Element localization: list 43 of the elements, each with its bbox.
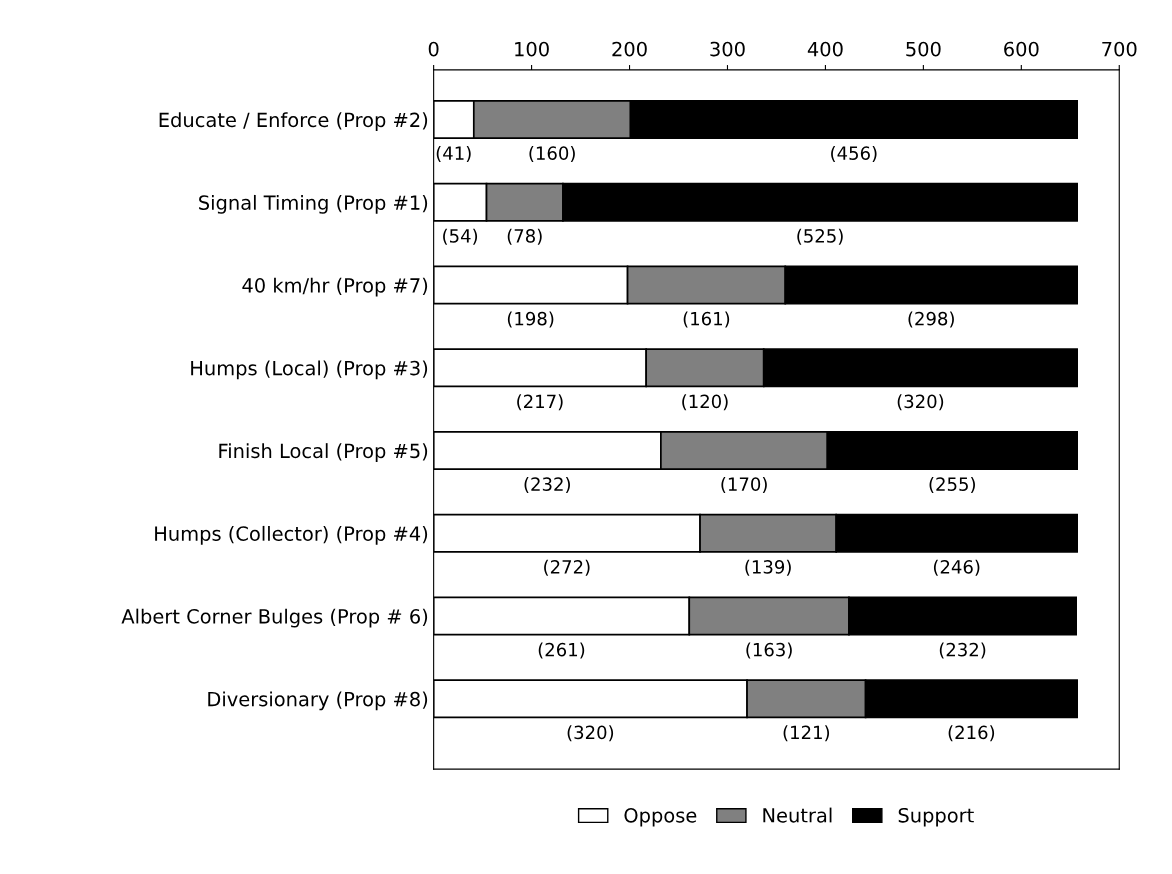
- data-label: (320): [567, 725, 614, 742]
- x-tick-label: 200: [612, 41, 647, 57]
- data-label: (232): [524, 477, 570, 494]
- x-tick-label: 300: [710, 41, 745, 57]
- y-tick-label: Humps (Collector) (Prop #4): [155, 525, 428, 545]
- x-tick-label: 100: [515, 41, 549, 57]
- data-label: (78): [507, 228, 542, 245]
- y-tick-label: Finish Local (Prop #5): [219, 443, 428, 462]
- x-tick-label: 0: [428, 41, 439, 57]
- data-label: (298): [908, 311, 954, 328]
- data-label: (216): [948, 725, 995, 742]
- data-label: (163): [746, 642, 792, 659]
- y-tick-label: Diversionary (Prop #8): [208, 691, 428, 711]
- y-tick-label: Educate / Enforce (Prop #2): [159, 112, 428, 131]
- data-label: (120): [682, 394, 728, 411]
- legend-label: Oppose: [624, 807, 697, 827]
- data-label: (255): [929, 477, 975, 494]
- data-label: (160): [529, 146, 575, 163]
- data-label: (272): [544, 559, 590, 576]
- legend-label: Neutral: [763, 807, 832, 823]
- y-tick-label: Albert Corner Bulges (Prop # 6): [121, 608, 428, 628]
- data-label: (525): [797, 228, 843, 245]
- x-tick-label: 600: [1004, 41, 1039, 57]
- x-tick-label: 500: [906, 41, 941, 57]
- x-tick-label: 400: [807, 41, 843, 57]
- data-label: (170): [721, 477, 767, 494]
- data-label: (232): [939, 642, 986, 659]
- data-label: (54): [443, 228, 478, 245]
- data-label: (139): [745, 559, 791, 576]
- data-label: (320): [897, 394, 944, 411]
- data-label: (198): [507, 311, 554, 328]
- data-label: (121): [783, 725, 830, 742]
- y-tick-label: Humps (Local) (Prop #3): [191, 360, 428, 380]
- data-label: (217): [517, 394, 563, 411]
- y-tick-label: 40 km/hr (Prop #7): [242, 277, 428, 297]
- data-label: (261): [538, 642, 585, 659]
- x-tick-label: 700: [1102, 41, 1137, 57]
- data-label: (456): [831, 146, 877, 163]
- legend-label: Support: [898, 807, 974, 827]
- y-tick-label: Signal Timing (Prop #1): [199, 194, 428, 214]
- data-label: (246): [933, 559, 980, 576]
- data-label: (41): [436, 146, 471, 163]
- data-label: (161): [683, 311, 730, 328]
